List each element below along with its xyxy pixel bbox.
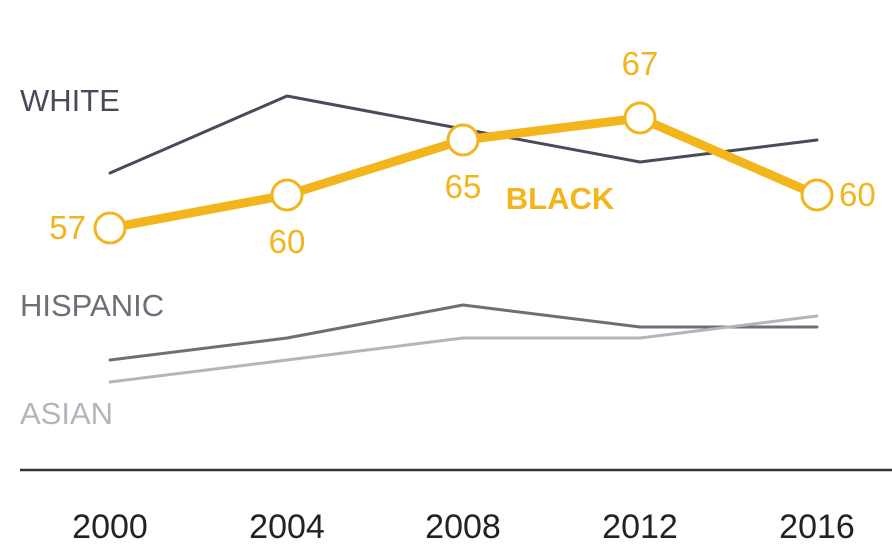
data-label-black-2004: 60 [269,223,306,260]
data-label-black-2000: 57 [49,209,86,246]
data-point-black-2004 [270,178,304,212]
data-label-black-2012: 67 [622,45,659,82]
data-label-black-2008: 65 [445,168,482,205]
series-line-hispanic [108,303,819,362]
x-tick-label-2008: 2008 [425,508,501,546]
data-point-black-2000 [93,211,127,245]
x-axis-ticks: 2000 2004 2008 2012 2016 [72,508,855,546]
series-line-asian [108,314,819,384]
series-label-white: WHITE [20,83,120,118]
x-tick-label-2004: 2004 [249,508,325,546]
x-tick-label-2016: 2016 [779,508,855,546]
x-tick-label-2012: 2012 [602,508,678,546]
data-point-black-2016 [800,178,834,212]
data-label-black-2016: 60 [839,176,876,213]
series-layer [93,94,834,384]
series-label-layer: 57 60 65 67 60 WHITE BLACK HISPANIC ASIAN [20,45,876,431]
series-label-asian: ASIAN [20,396,113,431]
data-point-black-2008 [446,123,480,157]
series-label-black: BLACK [506,181,615,216]
data-point-black-2012 [623,101,657,135]
series-label-hispanic: HISPANIC [20,288,164,323]
x-tick-label-2000: 2000 [72,508,148,546]
